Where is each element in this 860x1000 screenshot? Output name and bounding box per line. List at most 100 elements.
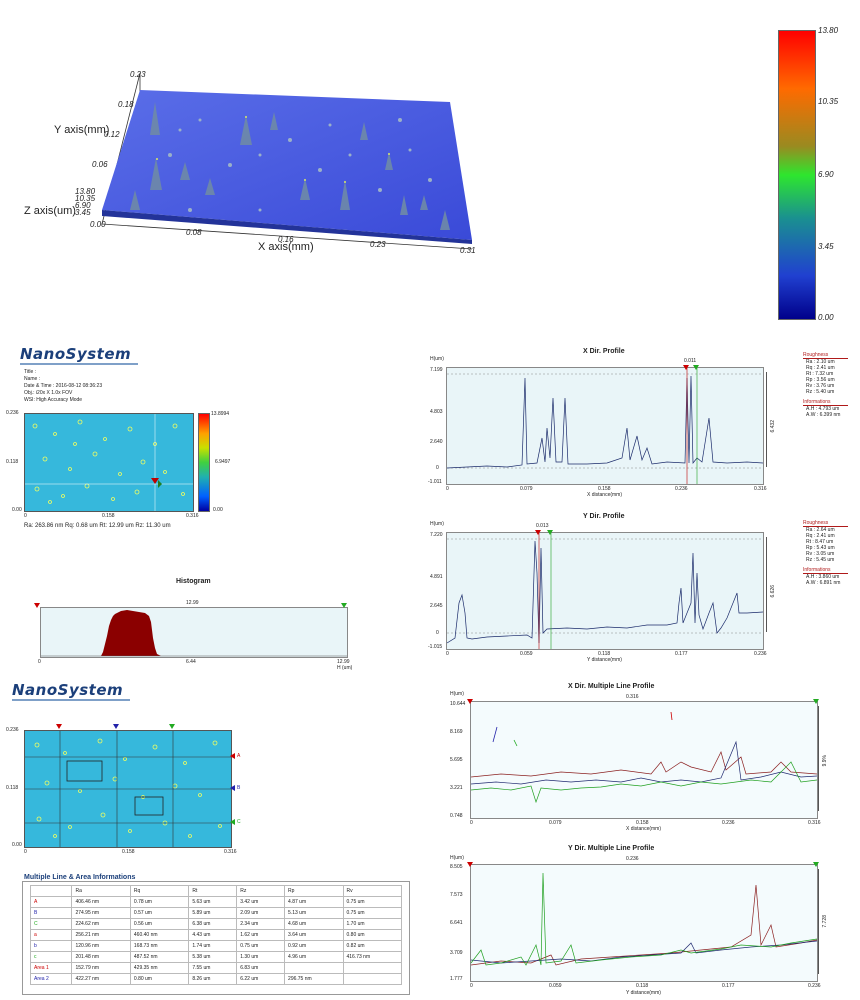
y-roughness-rq: Rq : 2.41 um bbox=[806, 533, 835, 539]
x-multi-side-value: 9.9% bbox=[822, 755, 828, 767]
x-multi-cursor-right[interactable] bbox=[813, 699, 819, 704]
x-multi-cursor-left[interactable] bbox=[467, 699, 473, 704]
x-multi-xtick: 0.316 bbox=[808, 820, 821, 826]
map2-marker-a[interactable] bbox=[56, 724, 62, 729]
y-multi-y-unit: H(um) bbox=[450, 855, 464, 861]
map2-xtick: 0 bbox=[24, 849, 27, 855]
map1-cb-label: 6.9497 bbox=[215, 459, 231, 465]
table-cell: Area 1 bbox=[29, 962, 73, 974]
x-profile-xtick: 0.079 bbox=[520, 486, 533, 492]
x-roughness-rv: Rv : 3.76 um bbox=[806, 383, 835, 389]
height-colorbar bbox=[778, 30, 816, 320]
y-tick: 0.06 bbox=[92, 160, 108, 169]
y-info-divider bbox=[803, 573, 848, 574]
table-frame bbox=[22, 881, 410, 995]
x-multi-title: X Dir. Multiple Line Profile bbox=[568, 683, 655, 690]
table-header: Rp bbox=[284, 885, 344, 897]
x-multi-plot[interactable] bbox=[470, 701, 818, 819]
y-roughness-rt: Rt : 8.47 um bbox=[806, 539, 834, 545]
y-multi-cursor-right[interactable] bbox=[813, 862, 819, 867]
y-multi-cursor-left[interactable] bbox=[467, 862, 473, 867]
y-profile-cursor-red[interactable] bbox=[535, 530, 541, 535]
height-map-1[interactable] bbox=[24, 413, 194, 512]
table-cell: 1.70 um bbox=[342, 918, 402, 930]
map2-row-label-c: C bbox=[237, 819, 241, 825]
table-cell: 6.22 um bbox=[236, 973, 286, 985]
map2-row-marker-c[interactable] bbox=[230, 819, 235, 825]
x-multi-height-bar bbox=[818, 706, 819, 811]
colorbar-label: 10.35 bbox=[818, 97, 839, 106]
table-row: C 224.62 nm 0.56 um 6.38 um 2.34 um 4.68… bbox=[29, 918, 402, 930]
histogram-left-marker[interactable] bbox=[34, 603, 40, 608]
table-cell: 4.96 um bbox=[284, 951, 344, 963]
table-cell: 120.96 nm bbox=[71, 940, 131, 952]
x-profile-cursor-green[interactable] bbox=[693, 365, 699, 370]
x-profile-plot[interactable] bbox=[446, 367, 764, 485]
y-profile-cursor-green[interactable] bbox=[547, 530, 553, 535]
table-cell bbox=[342, 962, 402, 974]
x-roughness-ra: Ra : 2.10 um bbox=[806, 359, 835, 365]
map1-xtick: 0.158 bbox=[102, 513, 115, 519]
y-profile-xtick: 0.236 bbox=[754, 651, 767, 657]
x-roughness-rp: Rp : 3.56 um bbox=[806, 377, 835, 383]
surface-3d-graphic bbox=[101, 72, 473, 250]
table-row: b 120.96 nm 168.73 nm 1.74 um 0.75 um 0.… bbox=[29, 940, 402, 952]
y-axis-label: Y axis(mm) bbox=[54, 124, 110, 136]
x-profile-cursor-red[interactable] bbox=[683, 365, 689, 370]
y-profile-ytick: 0 bbox=[436, 630, 439, 636]
y-profile-cursor-label: 0.013 bbox=[536, 523, 549, 529]
histogram-right-marker[interactable] bbox=[341, 603, 347, 608]
x-roughness-divider bbox=[803, 358, 848, 359]
logo-underline-2 bbox=[12, 699, 130, 701]
map2-row-marker-a[interactable] bbox=[230, 753, 235, 759]
y-multi-top-label: 0.236 bbox=[626, 856, 639, 862]
histogram-plot bbox=[40, 607, 348, 658]
y-info-title: Informations bbox=[803, 567, 831, 573]
table-cell: A bbox=[29, 896, 73, 908]
y-tick: 0.00 bbox=[90, 220, 106, 229]
x-profile-xtick: 0.236 bbox=[675, 486, 688, 492]
y-roughness-ra: Ra : 2.64 um bbox=[806, 527, 835, 533]
table-cell: 8.26 um bbox=[188, 973, 238, 985]
x-multi-top-label: 0.316 bbox=[626, 694, 639, 700]
map2-row-marker-b[interactable] bbox=[230, 785, 235, 791]
y-multi-plot[interactable] bbox=[470, 864, 818, 982]
meta-mode: WSI: High Accuracy Mode bbox=[24, 397, 83, 403]
surface-peaks bbox=[130, 102, 450, 230]
histogram-xtick: 6.44 bbox=[186, 659, 196, 665]
colorbar-label: 3.45 bbox=[818, 242, 834, 251]
table-cell: Area 2 bbox=[29, 973, 73, 985]
y-roughness-rv: Rv : 3.05 um bbox=[806, 551, 835, 557]
y-profile-plot[interactable] bbox=[446, 532, 764, 650]
roughness-stats: Ra: 263.86 nm Rq: 0.68 um Rt: 12.99 um R… bbox=[24, 523, 171, 529]
x-tick: 0.16 bbox=[278, 235, 294, 244]
table-cell: 296.75 nm bbox=[284, 973, 344, 985]
table-header: Rv bbox=[342, 885, 402, 897]
table-row: Area 1 152.79 nm 429.35 nm 7.55 um 6.83 … bbox=[29, 962, 402, 974]
y-multi-xtick: 0.236 bbox=[808, 983, 821, 989]
table-cell: 0.92 um bbox=[284, 940, 344, 952]
table-cell: 0.75 um bbox=[342, 907, 402, 919]
x-multi-ytick: 8.169 bbox=[450, 729, 463, 735]
x-info-divider bbox=[803, 405, 848, 406]
map1-xtick: 0.316 bbox=[186, 513, 199, 519]
map2-marker-b[interactable] bbox=[113, 724, 119, 729]
y-tick: 0.23 bbox=[130, 70, 146, 79]
table-cell: 168.73 nm bbox=[129, 940, 190, 952]
z-tick: 10.35 bbox=[75, 194, 96, 203]
x-multi-xtick: 0.158 bbox=[636, 820, 649, 826]
x-profile-height-bar bbox=[766, 372, 767, 467]
table-cell: 0.80 um bbox=[342, 929, 402, 941]
x-profile-xlabel: X distance(mm) bbox=[587, 492, 623, 498]
x-multi-lines bbox=[470, 711, 818, 804]
table-cell: 256.21 nm bbox=[71, 929, 131, 941]
map2-marker-c[interactable] bbox=[169, 724, 175, 729]
histogram-title: Histogram bbox=[176, 578, 211, 585]
x-axis-label: X axis(mm) bbox=[258, 241, 314, 253]
x-profile-y-unit: H(um) bbox=[430, 356, 444, 362]
table-cell: 5.89 um bbox=[188, 907, 238, 919]
height-map-2[interactable] bbox=[24, 730, 232, 848]
y-multi-xlabel: Y distance(mm) bbox=[626, 990, 661, 996]
x-roughness-rz: Rz : 5.40 um bbox=[806, 389, 835, 395]
table-cell: 1.30 um bbox=[236, 951, 286, 963]
